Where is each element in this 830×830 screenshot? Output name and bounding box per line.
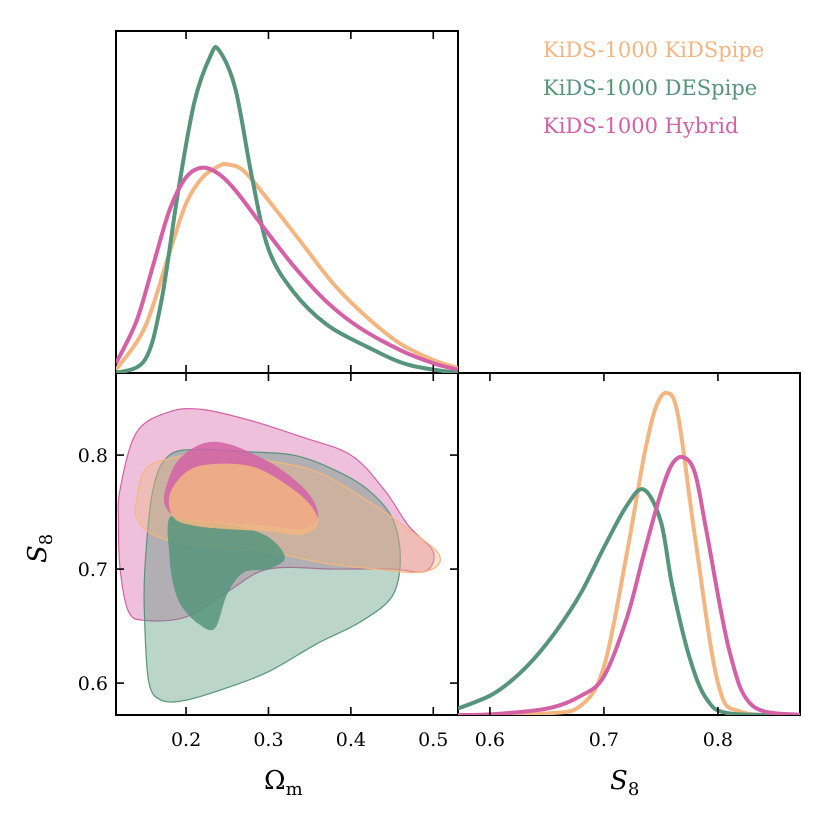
panel-s8-marginal-frame [457,372,801,716]
om-tick-label: 0.2 [171,729,201,751]
s8-marginal-kids-1000-despipe [458,487,800,715]
s8-tick-label-x: 0.8 [703,729,733,751]
contour-kids-1000-despipe-68 [167,515,285,631]
om-tick-label: 0.4 [336,729,366,751]
om-marginal-kids-1000-despipe [116,45,458,373]
y-axis-label-s8: S8 [23,534,57,563]
legend-entry-despipe: KiDS-1000 DESpipe [543,76,757,100]
om-marginal-kids-1000-kidspipe [116,161,458,371]
panel-om-marginal-frame [115,30,459,374]
s8-tick-label-y: 0.6 [78,673,108,695]
s8-tick-label-y: 0.8 [78,445,108,467]
joint-contours [117,407,442,703]
om-marginal-curves [116,45,458,373]
s8-tick-label-y: 0.7 [78,559,108,581]
legend-entry-kidspipe: KiDS-1000 KiDSpipe [543,38,764,62]
axis-ticks: 0.2 0.3 0.4 0.5 0.6 0.7 0.8 0.6 0.7 0.8 [78,31,733,751]
s8-tick-label-x: 0.7 [589,729,619,751]
s8-tick-label-x: 0.6 [475,729,505,751]
om-tick-label: 0.5 [418,729,448,751]
x-axis-label-s8: S8 [610,766,639,800]
om-tick-label: 0.3 [253,729,283,751]
contour-kids-1000-kidspipe-68 [168,463,319,536]
om-marginal-kids-1000-hybrid [116,165,458,372]
s8-marginal-kids-1000-kidspipe [458,390,800,715]
x-axis-label-om: Ωm [264,766,303,800]
legend-entry-hybrid: KiDS-1000 Hybrid [543,114,738,138]
s8-marginal-curves [458,390,800,715]
s8-marginal-kids-1000-hybrid [458,454,800,715]
